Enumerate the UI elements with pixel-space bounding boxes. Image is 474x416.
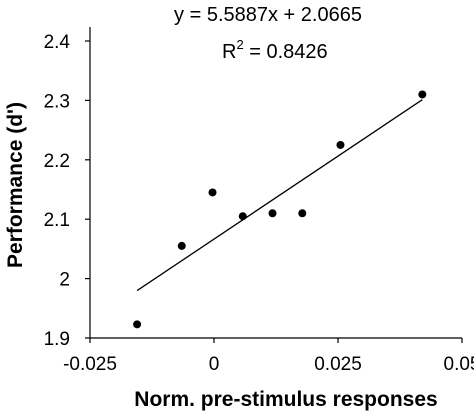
r-squared-label: R2 = 0.8426: [222, 37, 328, 63]
data-point: [238, 212, 247, 221]
axes: [89, 27, 462, 339]
data-points: [133, 90, 427, 329]
trendline: [136, 99, 423, 292]
data-point: [298, 209, 307, 218]
y-ticks: 1.9 2 2.1 2.2 2.3 2.4: [44, 32, 90, 350]
y-tick-label: 2: [59, 270, 70, 291]
r-squared-value: = 0.8426: [244, 41, 328, 63]
data-point: [208, 188, 217, 197]
x-tick-label: -0.025: [63, 354, 117, 375]
x-axis-title: Norm. pre-stimulus responses: [134, 388, 437, 411]
r-squared-superscript: 2: [236, 37, 243, 52]
y-tick-label: 2.4: [44, 32, 71, 53]
y-tick-label: 1.9: [44, 329, 70, 350]
y-tick-label: 2.2: [44, 151, 70, 172]
x-tick-label: 0.025: [314, 354, 362, 375]
y-tick-label: 2.3: [44, 91, 70, 112]
trendline-group: [136, 99, 423, 292]
data-point: [336, 140, 345, 149]
equation-label: y = 5.5887x + 2.0665: [174, 4, 362, 26]
x-ticks: -0.025 0 0.025 0.05: [63, 338, 474, 375]
r-squared-prefix: R: [222, 41, 236, 63]
data-point: [133, 320, 142, 329]
data-point: [268, 209, 277, 218]
x-tick-label: 0.05: [444, 354, 474, 375]
data-point: [418, 90, 427, 99]
data-point: [177, 241, 186, 250]
y-tick-label: 2.1: [44, 210, 70, 231]
y-axis-title: Performance (d'): [4, 102, 27, 268]
x-tick-label: 0: [209, 354, 220, 375]
